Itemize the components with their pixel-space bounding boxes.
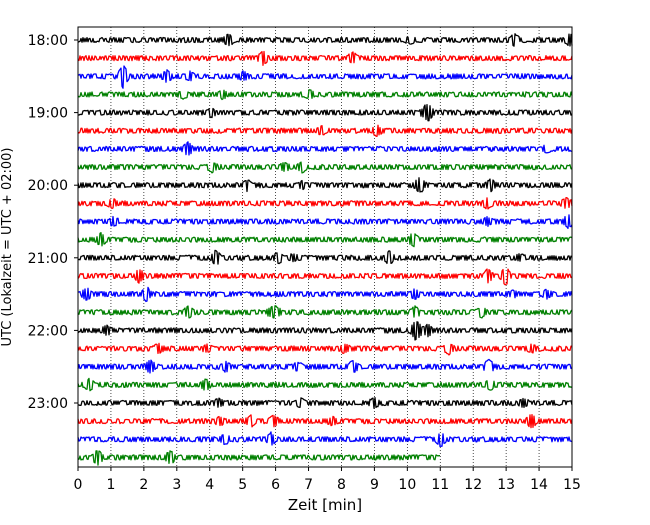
- y-axis-label: UTC (Lokalzeit = UTC + 02:00): [0, 148, 15, 347]
- x-tick-label: 12: [464, 477, 482, 493]
- x-tick-label: 1: [106, 477, 115, 493]
- x-tick-label: 3: [172, 477, 181, 493]
- x-tick-label: 8: [337, 477, 346, 493]
- trace-2315: [77, 413, 573, 429]
- trace-1900: [77, 104, 573, 122]
- x-tick-label: 7: [304, 477, 313, 493]
- trace-2245: [77, 377, 573, 392]
- y-tick-label: 20:00: [28, 178, 68, 194]
- x-axis-label: Zeit [min]: [288, 496, 362, 514]
- trace-1800: [77, 33, 573, 47]
- trace-2300: [77, 397, 573, 409]
- x-tick-label: 11: [431, 477, 449, 493]
- y-axis: 18:00 19:00 20:00 21:00 22:00 23:00: [28, 33, 78, 412]
- x-axis: 0 1 2 3 4 5 6 7 8 9 10 11 12 13 14 15: [74, 467, 581, 493]
- trace-2000: [77, 177, 573, 193]
- trace-2130: [77, 286, 573, 303]
- y-tick-label: 19:00: [28, 106, 68, 122]
- trace-1945: [77, 161, 573, 174]
- x-tick-label: 10: [398, 477, 416, 493]
- trace-2345: [77, 450, 440, 466]
- trace-1915: [77, 124, 573, 138]
- trace-1830: [78, 65, 573, 89]
- y-tick-label: 23:00: [28, 396, 68, 412]
- y-tick-label: 22:00: [28, 323, 68, 339]
- trace-1815: [77, 50, 573, 67]
- y-tick-label: 18:00: [28, 33, 68, 49]
- trace-2015: [77, 197, 573, 210]
- y-tick-label: 21:00: [28, 251, 68, 267]
- trace-2045: [77, 232, 573, 248]
- trace-1930: [77, 141, 573, 156]
- trace-layer: [77, 33, 573, 466]
- x-tick-label: 0: [74, 477, 83, 493]
- x-tick-label: 15: [563, 477, 581, 493]
- trace-2230: [77, 358, 573, 374]
- x-tick-label: 6: [271, 477, 280, 493]
- trace-2200: [77, 321, 573, 341]
- x-tick-label: 5: [238, 477, 247, 493]
- trace-2330: [77, 431, 573, 448]
- trace-2145: [77, 305, 573, 319]
- trace-2030: [77, 214, 573, 230]
- grid-layer: [110, 27, 540, 467]
- trace-2215: [77, 342, 573, 356]
- x-tick-label: 14: [530, 477, 548, 493]
- x-tick-label: 9: [370, 477, 379, 493]
- x-tick-label: 4: [205, 477, 214, 493]
- x-tick-label: 13: [497, 477, 515, 493]
- trace-2100: [77, 249, 573, 265]
- plot-frame: [77, 26, 573, 468]
- trace-1845: [77, 89, 573, 101]
- x-tick-label: 2: [139, 477, 148, 493]
- trace-2115: [77, 268, 573, 286]
